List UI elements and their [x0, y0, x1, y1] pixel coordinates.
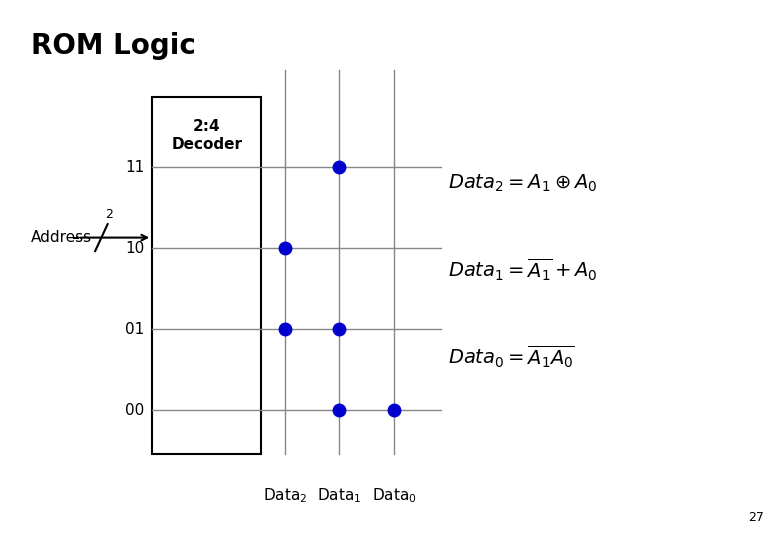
- Text: ROM Logic: ROM Logic: [31, 32, 196, 60]
- Text: $\mathit{Data}_0 = \overline{A_1}\overline{A_0}$: $\mathit{Data}_0 = \overline{A_1}\overli…: [448, 343, 576, 370]
- Text: 2: 2: [105, 208, 113, 221]
- Bar: [152, 97, 261, 454]
- Text: $\mathrm{Data}_2$: $\mathrm{Data}_2$: [263, 486, 307, 505]
- Text: 11: 11: [125, 160, 144, 175]
- Text: 00: 00: [125, 403, 144, 418]
- Text: $\mathit{Data}_2 = A_1 \oplus A_0$: $\mathit{Data}_2 = A_1 \oplus A_0$: [448, 173, 597, 194]
- Text: $\mathrm{Data}_1$: $\mathrm{Data}_1$: [317, 486, 361, 505]
- Text: 10: 10: [125, 241, 144, 256]
- Text: Address: Address: [31, 230, 92, 245]
- Text: 2:4
Decoder: 2:4 Decoder: [171, 119, 243, 152]
- Text: $\mathit{Data}_1 = \overline{A_1} + A_0$: $\mathit{Data}_1 = \overline{A_1} + A_0$: [448, 256, 597, 284]
- Text: 27: 27: [749, 511, 764, 524]
- Text: 01: 01: [125, 322, 144, 337]
- Text: $\mathrm{Data}_0$: $\mathrm{Data}_0$: [371, 486, 417, 505]
